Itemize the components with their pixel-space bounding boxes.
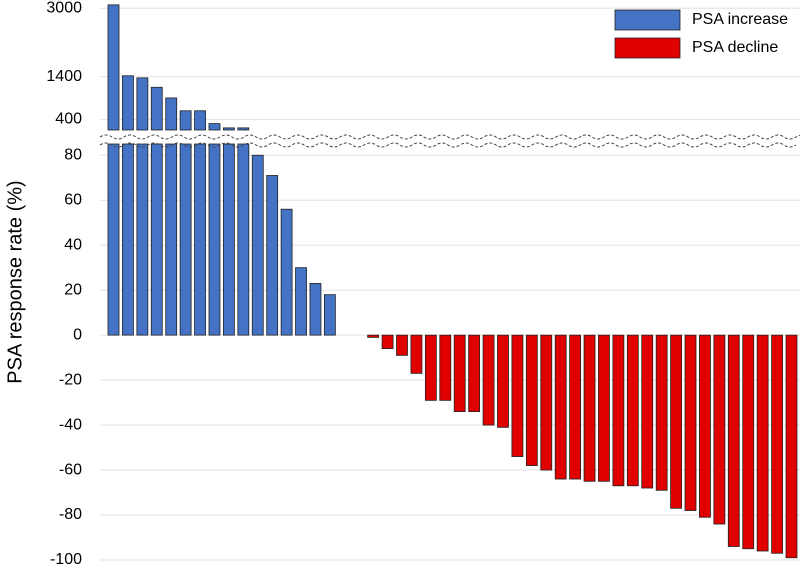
bar (655, 334, 668, 491)
bar (511, 334, 524, 457)
bar (150, 143, 163, 336)
bar (713, 334, 726, 525)
bar (295, 267, 307, 336)
y-tick-label: -40 (59, 416, 82, 433)
bar (223, 143, 235, 336)
bar (612, 334, 625, 487)
bar (165, 97, 178, 131)
bar (266, 175, 279, 336)
y-tick-label: -100 (50, 551, 82, 565)
y-tick-label: 20 (64, 281, 82, 298)
bar (554, 334, 567, 480)
bar (684, 334, 697, 511)
bar (107, 4, 120, 131)
plot (100, 4, 800, 561)
bar (439, 334, 452, 401)
bar (323, 294, 336, 336)
y-tick-label: -80 (59, 506, 82, 523)
bar (641, 334, 654, 489)
bar (194, 143, 206, 336)
break-line (99, 134, 800, 140)
bar (381, 334, 394, 350)
bar (468, 334, 481, 412)
bar (598, 334, 610, 482)
y-tick-label: 3000 (46, 0, 82, 17)
bar (742, 334, 755, 550)
bar (396, 334, 408, 356)
legend-label: PSA increase (692, 11, 788, 28)
axis-break (99, 134, 800, 148)
legend: PSA increase PSA decline (614, 9, 788, 59)
legend-label: PSA decline (692, 39, 778, 56)
y-tick-label: 1400 (46, 68, 82, 85)
bar (583, 334, 596, 482)
bar (756, 334, 769, 552)
y-axis-label: PSA response rate (%) (4, 180, 26, 383)
bar (136, 143, 149, 336)
bar (699, 334, 711, 518)
bar (122, 143, 134, 336)
bar (410, 334, 423, 374)
bar (179, 143, 192, 336)
bar (251, 154, 264, 336)
bar (727, 334, 740, 547)
tick-labels: -100 -80 -60 -40 -20 0 20 40 60 80 400 1400 3000 (46, 0, 82, 568)
bar (670, 334, 682, 509)
bar (194, 110, 206, 131)
bar (482, 334, 495, 426)
y-tick-label: -20 (59, 371, 82, 388)
bar (208, 123, 221, 131)
bar (179, 110, 192, 131)
bar (237, 127, 250, 131)
legend-swatch (614, 9, 681, 31)
y-tick-label: 400 (55, 111, 82, 128)
bar (453, 334, 466, 412)
bar (280, 208, 293, 336)
bar (569, 334, 582, 480)
break-line (99, 142, 797, 148)
y-tick-label: 80 (64, 146, 82, 163)
bar (497, 334, 509, 428)
bar (367, 334, 380, 338)
bar (771, 334, 783, 554)
bar (122, 75, 134, 131)
y-tick-label: 40 (64, 236, 82, 253)
bar (223, 127, 235, 131)
bar (150, 86, 163, 131)
bar (785, 334, 798, 559)
bar (136, 77, 149, 131)
legend-swatch (614, 37, 681, 59)
bar (525, 334, 538, 466)
bar (208, 143, 221, 336)
y-tick-label: 60 (64, 191, 82, 208)
bar (540, 334, 553, 471)
bar (424, 334, 437, 401)
bar (165, 143, 178, 336)
bar (107, 143, 120, 336)
bar (626, 334, 639, 487)
y-tick-label: 0 (73, 326, 82, 343)
bar (309, 283, 322, 336)
bar (237, 143, 250, 336)
y-tick-label: -60 (59, 461, 82, 478)
